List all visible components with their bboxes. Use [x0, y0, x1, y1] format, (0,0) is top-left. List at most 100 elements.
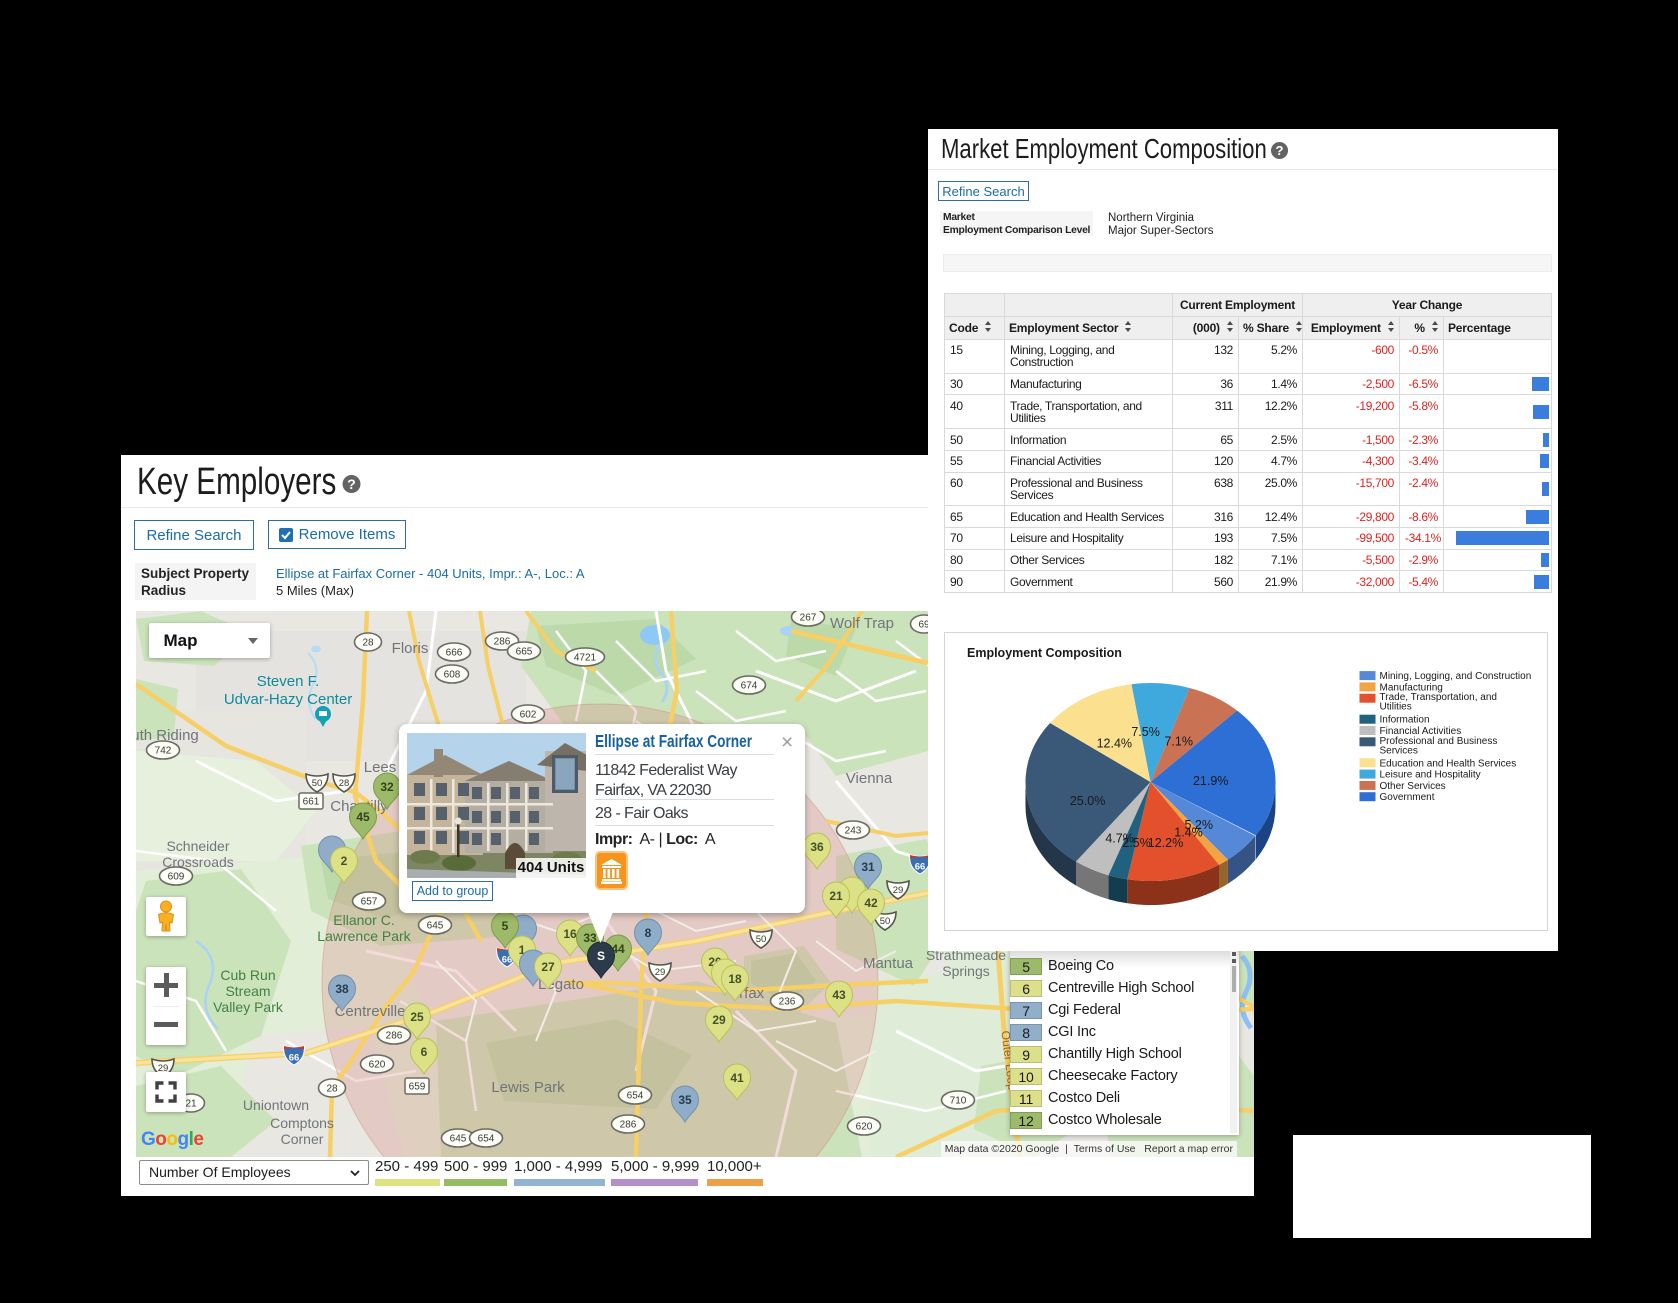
svg-text:609: 609 — [168, 872, 185, 883]
svg-text:267: 267 — [800, 613, 817, 624]
svg-text:Floris: Floris — [392, 640, 429, 657]
svg-text:Mantua: Mantua — [863, 955, 914, 972]
svg-text:Services: Services — [1380, 745, 1418, 756]
svg-text:659: 659 — [409, 1082, 426, 1093]
svg-text:Centreville: Centreville — [335, 1003, 406, 1020]
svg-text:43: 43 — [832, 988, 846, 1002]
svg-text:Mining, Logging, and Construct: Mining, Logging, and Construction — [1380, 671, 1532, 682]
svg-text:Comptons: Comptons — [270, 1115, 334, 1131]
svg-text:29: 29 — [158, 1063, 169, 1074]
svg-text:Steven F.: Steven F. — [257, 673, 320, 690]
svg-text:29: 29 — [712, 1013, 726, 1027]
svg-text:Wolf Trap: Wolf Trap — [830, 615, 894, 632]
svg-text:Uniontown: Uniontown — [243, 1097, 309, 1113]
svg-text:50: 50 — [880, 916, 891, 927]
svg-text:29: 29 — [655, 967, 666, 978]
svg-text:Financial Activities: Financial Activities — [1380, 726, 1462, 737]
svg-text:286: 286 — [494, 637, 511, 648]
svg-text:66: 66 — [289, 1053, 300, 1064]
svg-text:620: 620 — [856, 1122, 873, 1133]
svg-text:4.7%: 4.7% — [1105, 832, 1134, 846]
svg-text:Trade, Transportation, and: Trade, Transportation, and — [1380, 692, 1497, 703]
svg-text:286: 286 — [620, 1120, 637, 1131]
svg-text:2: 2 — [341, 854, 348, 868]
svg-text:Corner: Corner — [281, 1131, 324, 1147]
svg-text:uth Riding: uth Riding — [136, 727, 199, 744]
svg-text:602: 602 — [520, 710, 537, 721]
svg-text:25.0%: 25.0% — [1070, 794, 1105, 808]
svg-text:654: 654 — [627, 1091, 644, 1102]
svg-text:12.2%: 12.2% — [1148, 836, 1183, 850]
svg-text:Stream: Stream — [225, 983, 270, 999]
svg-text:Lees: Lees — [364, 759, 397, 776]
svg-text:661: 661 — [303, 797, 320, 808]
svg-text:Utilities: Utilities — [1380, 702, 1412, 713]
svg-text:674: 674 — [741, 681, 758, 692]
svg-text:1.4%: 1.4% — [1174, 825, 1203, 839]
svg-text:Udvar-Hazy Center: Udvar-Hazy Center — [224, 691, 352, 708]
svg-text:657: 657 — [361, 897, 378, 908]
svg-text:27: 27 — [541, 960, 555, 974]
svg-text:Leisure and Hospitality: Leisure and Hospitality — [1380, 770, 1481, 781]
svg-text:Information: Information — [1380, 715, 1430, 726]
svg-text:7.1%: 7.1% — [1164, 735, 1193, 749]
svg-text:742: 742 — [155, 746, 172, 757]
svg-text:Ellanor C.: Ellanor C. — [333, 912, 394, 928]
svg-text:18: 18 — [728, 972, 742, 986]
svg-text:66: 66 — [915, 862, 926, 873]
svg-text:1: 1 — [519, 943, 526, 957]
svg-text:4721: 4721 — [574, 653, 597, 664]
svg-text:Strathmeade: Strathmeade — [926, 947, 1006, 963]
svg-text:Professional and Business: Professional and Business — [1380, 736, 1498, 747]
svg-text:42: 42 — [864, 896, 878, 910]
svg-text:28: 28 — [362, 638, 374, 649]
svg-text:5.2%: 5.2% — [1184, 818, 1213, 832]
svg-text:21: 21 — [829, 889, 843, 903]
svg-text:665: 665 — [516, 647, 533, 658]
svg-text:7.5%: 7.5% — [1131, 725, 1160, 739]
svg-text:Education and Health Services: Education and Health Services — [1380, 758, 1517, 769]
svg-text:645: 645 — [427, 921, 444, 932]
svg-text:36: 36 — [810, 840, 824, 854]
svg-text:666: 666 — [446, 648, 463, 659]
svg-text:41: 41 — [730, 1071, 744, 1085]
svg-text:Valley Park: Valley Park — [213, 999, 284, 1015]
svg-text:654: 654 — [478, 1134, 495, 1145]
svg-text:50: 50 — [756, 934, 767, 945]
svg-text:645: 645 — [450, 1134, 467, 1145]
svg-text:21: 21 — [185, 1099, 197, 1110]
svg-text:32: 32 — [380, 780, 394, 794]
svg-text:Other Services: Other Services — [1380, 781, 1446, 792]
svg-text:286: 286 — [386, 1031, 403, 1042]
svg-text:33: 33 — [583, 931, 597, 945]
svg-text:Lewis Park: Lewis Park — [491, 1079, 565, 1096]
svg-text:Government: Government — [1380, 792, 1435, 803]
svg-text:12.4%: 12.4% — [1097, 736, 1132, 750]
svg-text:Vienna: Vienna — [846, 770, 893, 787]
svg-text:710: 710 — [950, 1096, 967, 1107]
svg-text:Crossroads: Crossroads — [162, 854, 234, 870]
svg-text:69: 69 — [918, 620, 930, 631]
svg-text:31: 31 — [861, 860, 875, 874]
svg-text:29: 29 — [893, 885, 904, 896]
svg-text:620: 620 — [369, 1060, 386, 1071]
svg-text:Schneider: Schneider — [166, 838, 229, 854]
svg-text:45: 45 — [356, 810, 370, 824]
svg-text:Springs: Springs — [942, 963, 989, 979]
svg-text:608: 608 — [444, 670, 461, 681]
svg-text:Lawrence Park: Lawrence Park — [317, 928, 411, 944]
svg-text:236: 236 — [779, 997, 796, 1008]
svg-text:35: 35 — [678, 1093, 692, 1107]
svg-text:Cub Run: Cub Run — [220, 967, 275, 983]
svg-text:16: 16 — [563, 927, 577, 941]
svg-text:38: 38 — [335, 982, 349, 996]
svg-text:Manufacturing: Manufacturing — [1380, 682, 1443, 693]
svg-text:21.9%: 21.9% — [1193, 774, 1228, 788]
svg-text:2.5%: 2.5% — [1122, 836, 1151, 850]
svg-text:44: 44 — [611, 942, 625, 956]
svg-text:66: 66 — [502, 955, 513, 966]
svg-text:6: 6 — [421, 1045, 428, 1059]
svg-text:25: 25 — [410, 1010, 424, 1024]
svg-text:28: 28 — [339, 778, 350, 789]
svg-text:5: 5 — [502, 919, 509, 933]
